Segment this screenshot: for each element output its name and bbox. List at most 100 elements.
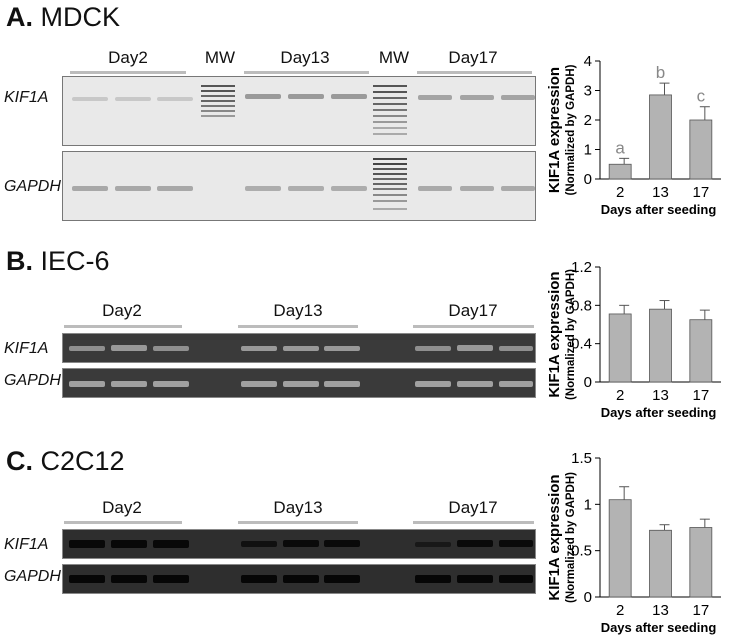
y-axis-label: KIF1A expression [546, 67, 563, 193]
lane-header-day13: Day13 [280, 48, 330, 67]
gel-band [415, 575, 451, 583]
significance-letter: a [615, 138, 625, 157]
gel-image-gapdh [62, 564, 536, 594]
gel-band [283, 346, 319, 351]
gel-band [501, 95, 535, 100]
gel-band [501, 186, 535, 191]
cell-line-name: IEC-6 [40, 246, 110, 276]
gel-image-gapdh [62, 368, 536, 398]
significance-letter: b [656, 63, 665, 82]
gel-band [324, 346, 360, 351]
gel-band [415, 381, 451, 387]
lane-header-mw: MW [378, 48, 410, 67]
y-tick-label: 0 [584, 374, 592, 391]
gel-band [418, 95, 452, 100]
bar-2 [608, 313, 632, 383]
gel-band [245, 94, 281, 99]
gel-band [324, 381, 360, 387]
gel-band [499, 346, 533, 351]
lane-underline [238, 325, 358, 328]
x-tick-label: 13 [652, 387, 669, 404]
gel-band [69, 540, 105, 548]
y-tick-label: 1 [584, 496, 592, 513]
bar-2 [608, 499, 632, 598]
lane-underline [238, 521, 358, 524]
panel-a: A. MDCK Day2 MW Day13 MW Day17 KIF1A [0, 0, 737, 240]
bar-17 [689, 527, 713, 598]
gel-label-kif1a: KIF1A [4, 89, 49, 106]
gel-label-kif1a: KIF1A [4, 340, 49, 357]
gel-band [457, 575, 493, 583]
gel-band [460, 186, 494, 191]
mw-ladder [373, 158, 407, 218]
lane-header-day2: Day2 [102, 498, 142, 517]
lane-header-mw: MW [204, 48, 236, 67]
gel-band [72, 186, 108, 191]
lane-header-day13: Day13 [273, 301, 323, 320]
gel-band [69, 575, 105, 583]
gel-band [153, 381, 189, 387]
gel-band [499, 575, 533, 583]
gel-band [115, 97, 151, 101]
lane-header-day17: Day17 [448, 498, 498, 517]
gel-band [283, 575, 319, 583]
y-axis-sublabel: (Normalized by GAPDH) [565, 472, 577, 603]
gel-band [111, 345, 147, 351]
x-axis-label: Days after seeding [601, 620, 717, 635]
lane-header-day17: Day17 [448, 301, 498, 320]
gel-band [418, 186, 452, 191]
gel-image-kif1a [62, 76, 536, 146]
gel-band [153, 346, 189, 351]
gel-band [415, 542, 451, 547]
gel-band [283, 540, 319, 547]
gel-band [153, 575, 189, 583]
y-tick-label: 0 [584, 171, 592, 188]
gel-band [157, 97, 193, 101]
y-axis-label: KIF1A expression [546, 474, 563, 600]
lane-underline [413, 325, 534, 328]
gel-band [241, 541, 277, 547]
gel-label-gapdh: GAPDH [4, 568, 61, 585]
gel-band [111, 575, 147, 583]
y-tick-label: 0.5 [571, 543, 592, 560]
lane-header-day2: Day2 [102, 301, 142, 320]
x-tick-label: 2 [616, 602, 624, 619]
panel-letter: A. [6, 2, 33, 32]
gel-label-gapdh: GAPDH [4, 372, 61, 389]
gel-band [288, 186, 324, 191]
gel-band [288, 94, 324, 99]
significance-letter: c [697, 87, 706, 106]
x-tick-label: 13 [652, 602, 669, 619]
gel-band [457, 540, 493, 547]
panel-title: A. MDCK [6, 2, 120, 32]
gel-band [241, 575, 277, 583]
gel-image-gapdh [62, 151, 536, 221]
gel-image-kif1a [62, 529, 536, 559]
gel-band [499, 540, 533, 547]
bar-17 [689, 119, 713, 180]
mw-ladder [373, 85, 407, 145]
panel-title: B. IEC-6 [6, 246, 110, 276]
lane-underline [64, 521, 182, 524]
y-axis-sublabel: (Normalized by GAPDH) [565, 269, 577, 400]
lane-underline [70, 71, 186, 74]
x-axis-label: Days after seeding [601, 405, 717, 420]
y-axis-label: KIF1A expression [546, 271, 563, 397]
gel-label-gapdh: GAPDH [4, 178, 61, 195]
x-tick-label: 17 [692, 387, 709, 404]
y-tick-label: 0 [584, 589, 592, 606]
x-tick-label: 13 [652, 184, 669, 201]
gel-band [457, 345, 493, 351]
gel-band [157, 186, 193, 191]
x-axis-label: Days after seeding [601, 202, 717, 217]
gel-band [460, 95, 494, 100]
bar-13 [649, 308, 672, 383]
gel-band [324, 575, 360, 583]
panel-letter: B. [6, 246, 33, 276]
cell-line-name: MDCK [40, 2, 121, 32]
y-tick-label: 4 [584, 53, 592, 70]
